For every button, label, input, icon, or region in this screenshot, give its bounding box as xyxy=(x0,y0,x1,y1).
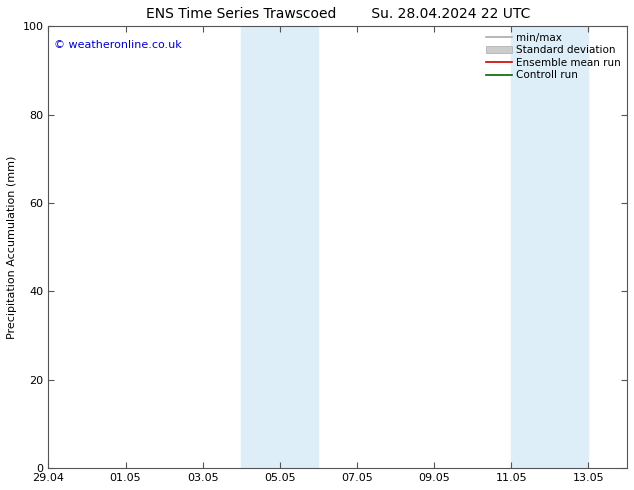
Legend: min/max, Standard deviation, Ensemble mean run, Controll run: min/max, Standard deviation, Ensemble me… xyxy=(482,29,624,83)
Y-axis label: Precipitation Accumulation (mm): Precipitation Accumulation (mm) xyxy=(7,155,17,339)
Text: © weatheronline.co.uk: © weatheronline.co.uk xyxy=(54,40,182,49)
Bar xyxy=(511,26,588,468)
Bar xyxy=(242,26,318,468)
Title: ENS Time Series Trawscoed        Su. 28.04.2024 22 UTC: ENS Time Series Trawscoed Su. 28.04.2024… xyxy=(146,7,530,21)
